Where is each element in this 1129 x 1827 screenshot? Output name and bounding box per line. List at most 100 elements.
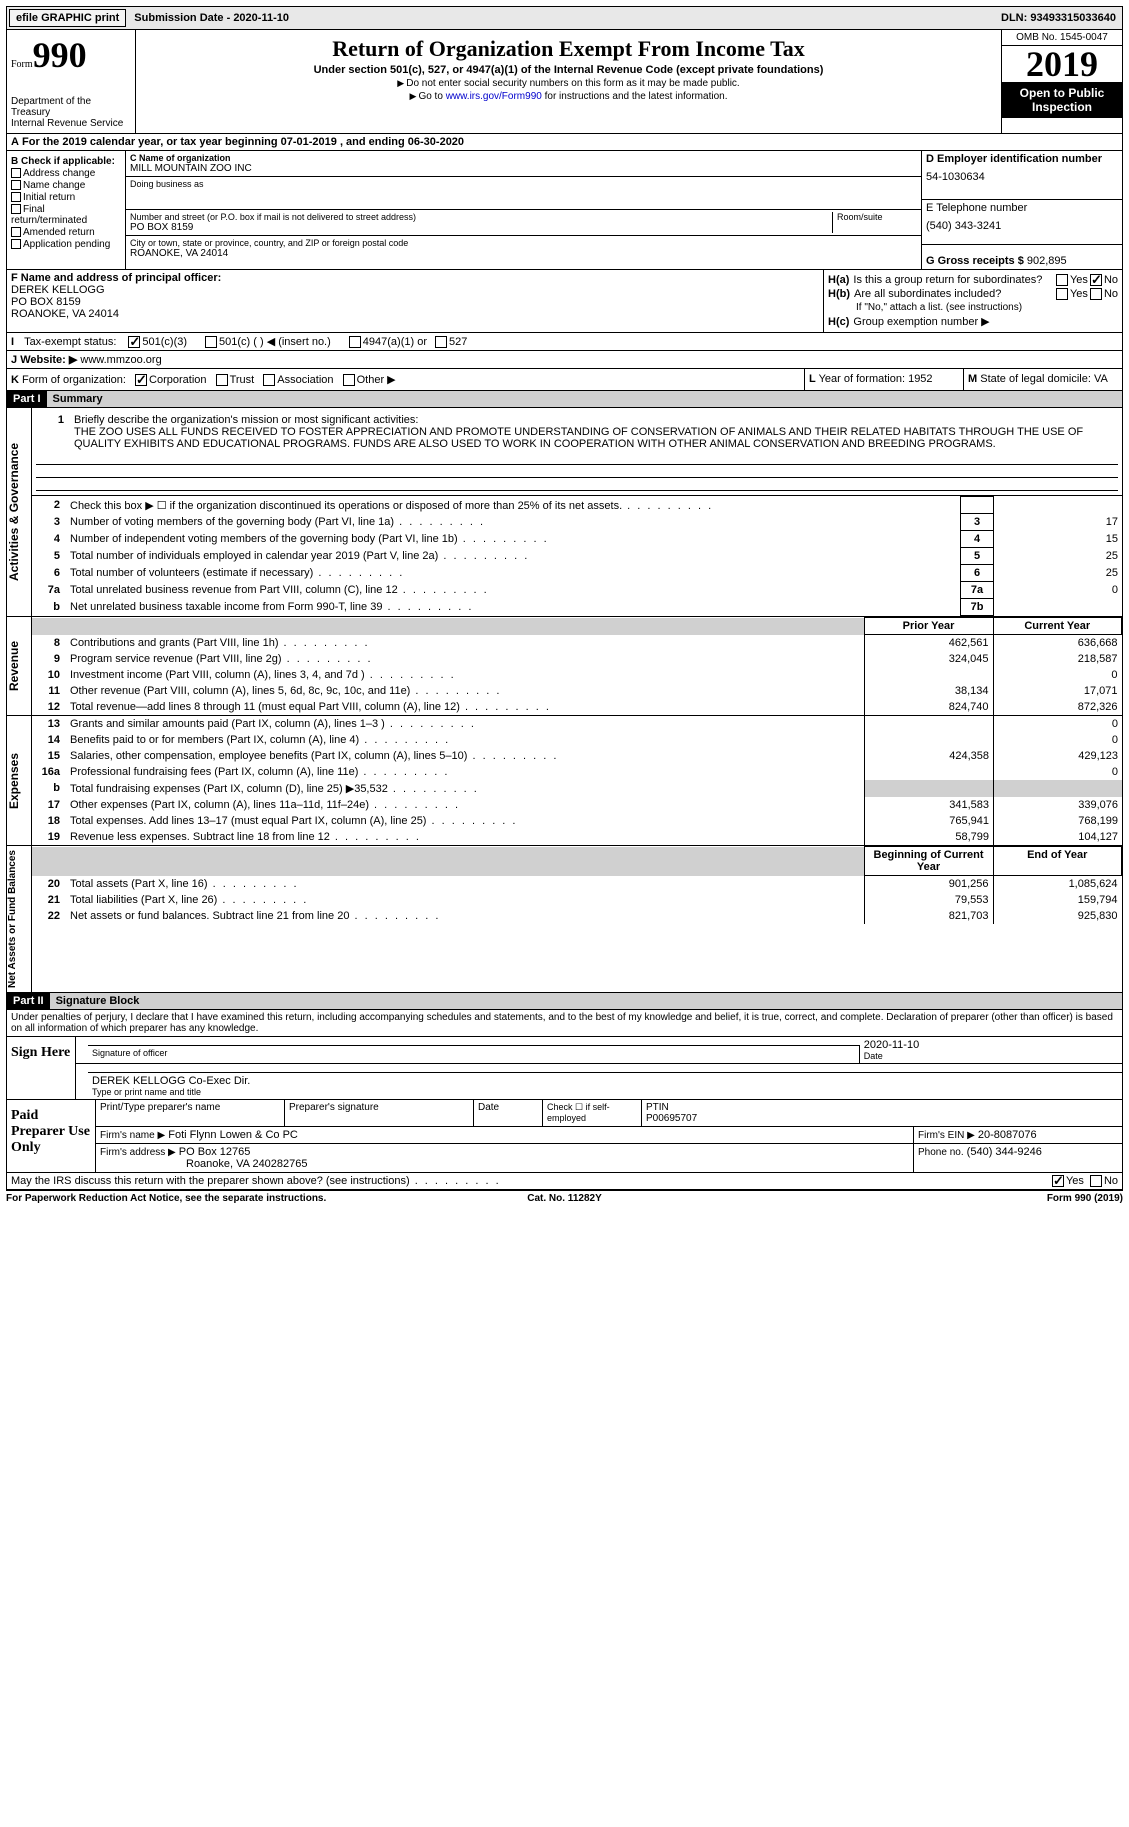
sign-block: Sign Here Signature of officer 2020-11-10… xyxy=(6,1037,1123,1100)
check-amended[interactable]: Amended return xyxy=(11,227,121,238)
form-title: Return of Organization Exempt From Incom… xyxy=(140,36,997,62)
expenses-section: Expenses 13Grants and similar amounts pa… xyxy=(6,716,1123,846)
officer-addr2: ROANOKE, VA 24014 xyxy=(11,308,819,320)
preparer-sig-hdr: Preparer's signature xyxy=(285,1100,474,1126)
year-formation: Year of formation: 1952 xyxy=(819,373,933,385)
paperwork-notice: For Paperwork Reduction Act Notice, see … xyxy=(6,1193,378,1204)
mission-block: 1Briefly describe the organization's mis… xyxy=(32,408,1122,496)
section-i: ITax-exempt status: 501(c)(3) 501(c) ( )… xyxy=(6,333,1123,351)
exp-table: 13Grants and similar amounts paid (Part … xyxy=(32,716,1122,845)
paid-preparer-label: Paid Preparer Use Only xyxy=(7,1100,96,1172)
gross-receipts: 902,895 xyxy=(1027,255,1067,267)
dln: DLN: 93493315033640 xyxy=(995,10,1122,26)
governance-section: Activities & Governance 1Briefly describ… xyxy=(6,408,1123,617)
check-address[interactable]: Address change xyxy=(11,168,121,179)
check-pending[interactable]: Application pending xyxy=(11,239,121,250)
mission-text: THE ZOO USES ALL FUNDS RECEIVED TO FOSTE… xyxy=(74,426,1083,450)
city-label: City or town, state or province, country… xyxy=(130,238,917,248)
cat-no: Cat. No. 11282Y xyxy=(378,1193,750,1204)
ssn-note: Do not enter social security numbers on … xyxy=(140,78,997,89)
netassets-section: Net Assets or Fund Balances Beginning of… xyxy=(6,846,1123,993)
gov-vlabel: Activities & Governance xyxy=(7,408,32,616)
discuss-row: May the IRS discuss this return with the… xyxy=(6,1173,1123,1190)
line-a-calendar: A For the 2019 calendar year, or tax yea… xyxy=(7,134,468,150)
4947-check[interactable] xyxy=(349,336,361,348)
discuss-no[interactable] xyxy=(1090,1175,1102,1187)
gross-receipts-label: G Gross receipts $ xyxy=(926,255,1024,267)
org-name-label: C Name of organization xyxy=(130,153,917,163)
submission-date: Submission Date - 2020-11-10 xyxy=(128,10,295,26)
preparer-name-hdr: Print/Type preparer's name xyxy=(96,1100,285,1126)
part2-header: Part IISignature Block xyxy=(6,993,1123,1010)
perjury-text: Under penalties of perjury, I declare th… xyxy=(6,1010,1123,1037)
firm-phone: (540) 344-9246 xyxy=(967,1146,1042,1158)
assoc-check[interactable] xyxy=(263,374,275,386)
dept-treasury: Department of the Treasury Internal Reve… xyxy=(11,96,131,129)
org-name: MILL MOUNTAIN ZOO INC xyxy=(130,163,917,174)
form-subtitle: Under section 501(c), 527, or 4947(a)(1)… xyxy=(140,64,997,76)
check-name[interactable]: Name change xyxy=(11,180,121,191)
firm-name: Foti Flynn Lowen & Co PC xyxy=(168,1129,298,1141)
revenue-section: Revenue Prior YearCurrent Year8Contribut… xyxy=(6,617,1123,716)
firm-addr: PO Box 12765 xyxy=(179,1146,251,1158)
room-label: Room/suite xyxy=(837,212,917,222)
phone-label: E Telephone number xyxy=(926,202,1118,214)
section-j: J Website: ▶ www.mmzoo.org xyxy=(6,351,1123,369)
exp-vlabel: Expenses xyxy=(7,716,32,845)
section-b-label: B Check if applicable: xyxy=(11,156,121,167)
sign-here-label: Sign Here xyxy=(7,1037,76,1099)
ein: 54-1030634 xyxy=(926,171,1118,183)
hb-no[interactable] xyxy=(1090,288,1102,300)
website-url: www.mmzoo.org xyxy=(80,354,161,366)
501c3-check[interactable] xyxy=(128,336,140,348)
paid-preparer-block: Paid Preparer Use Only Print/Type prepar… xyxy=(6,1100,1123,1173)
sign-date: 2020-11-10 xyxy=(864,1039,1118,1051)
form-footer: Form 990 (2019) xyxy=(751,1193,1123,1204)
officer-addr1: PO BOX 8159 xyxy=(11,296,819,308)
ein-label: D Employer identification number xyxy=(926,153,1118,165)
corp-check[interactable] xyxy=(135,374,147,386)
ha-text: Is this a group return for subordinates? xyxy=(853,274,1054,286)
phone: (540) 343-3241 xyxy=(926,220,1118,232)
net-table: Beginning of Current YearEnd of Year20To… xyxy=(32,846,1122,924)
firm-ein: 20-8087076 xyxy=(978,1129,1037,1141)
sig-officer-label: Signature of officer xyxy=(92,1048,855,1058)
top-toolbar: efile GRAPHIC print Submission Date - 20… xyxy=(6,6,1123,30)
discuss-yes[interactable] xyxy=(1052,1175,1064,1187)
part1-header: Part ISummary xyxy=(6,391,1123,408)
dba-label: Doing business as xyxy=(130,179,917,189)
signer-name: DEREK KELLOGG Co-Exec Dir. xyxy=(92,1075,1118,1087)
hb-yes[interactable] xyxy=(1056,288,1068,300)
efile-print-button[interactable]: efile GRAPHIC print xyxy=(9,9,126,27)
other-check[interactable] xyxy=(343,374,355,386)
hb-note: If "No," attach a list. (see instruction… xyxy=(828,302,1118,313)
rev-vlabel: Revenue xyxy=(7,617,32,715)
open-inspection: Open to Public Inspection xyxy=(1002,82,1122,118)
tax-year: 2019 xyxy=(1002,46,1122,82)
form-header: Form990 Department of the Treasury Inter… xyxy=(6,30,1123,134)
net-vlabel: Net Assets or Fund Balances xyxy=(7,846,32,992)
hb-text: Are all subordinates included? xyxy=(854,288,1054,300)
officer-name: DEREK KELLOGG xyxy=(11,284,819,296)
page-footer: For Paperwork Reduction Act Notice, see … xyxy=(6,1190,1123,1206)
self-employed: Check ☐ if self-employed xyxy=(543,1100,642,1126)
city: ROANOKE, VA 24014 xyxy=(130,248,917,259)
527-check[interactable] xyxy=(435,336,447,348)
section-k-l-m: K Form of organization: Corporation Trus… xyxy=(6,369,1123,391)
goto-note: Go to www.irs.gov/Form990 for instructio… xyxy=(140,91,997,102)
ptin: P00695707 xyxy=(646,1113,697,1124)
hc-text: Group exemption number ▶ xyxy=(853,315,989,328)
section-b-c-d: B Check if applicable: Address change Na… xyxy=(6,151,1123,270)
501c-check[interactable] xyxy=(205,336,217,348)
street-label: Number and street (or P.O. box if mail i… xyxy=(130,212,832,222)
check-initial[interactable]: Initial return xyxy=(11,192,121,203)
irs-link[interactable]: www.irs.gov/Form990 xyxy=(446,91,542,102)
ha-yes[interactable] xyxy=(1056,274,1068,286)
ha-no[interactable] xyxy=(1090,274,1102,286)
trust-check[interactable] xyxy=(216,374,228,386)
check-final[interactable]: Final return/terminated xyxy=(11,204,121,226)
state-domicile: State of legal domicile: VA xyxy=(980,373,1108,385)
form-number: Form990 xyxy=(11,34,131,76)
section-f-h: F Name and address of principal officer:… xyxy=(6,270,1123,333)
preparer-date-hdr: Date xyxy=(474,1100,543,1126)
